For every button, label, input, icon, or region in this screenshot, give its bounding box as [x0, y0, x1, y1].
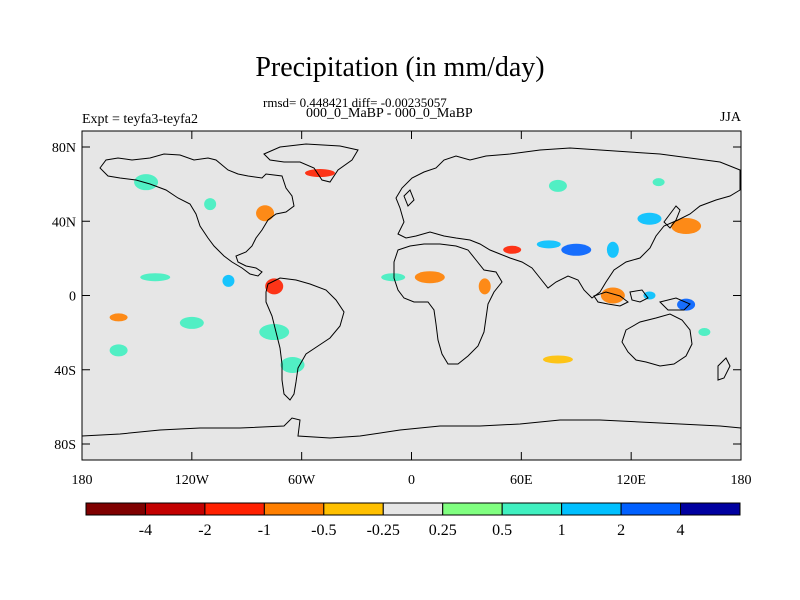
anomaly-layer [109, 169, 711, 373]
anomaly-patch [280, 356, 305, 373]
coastline-africa [393, 243, 503, 365]
anomaly-patch [652, 178, 665, 187]
colorbar-swatch [561, 502, 622, 516]
y-tick-label: 40S [54, 364, 76, 379]
x-tick-label: 60E [510, 473, 533, 488]
y-axis: 80N 40N 0 40S 80S [52, 141, 741, 453]
coastline-indonesia [593, 289, 691, 311]
anomaly-patch [643, 291, 656, 300]
map-background [82, 131, 741, 460]
anomaly-patch [414, 271, 445, 284]
y-tick-label: 80S [54, 438, 76, 453]
coastline-north-america [99, 153, 295, 277]
colorbar-label: -0.25 [367, 522, 400, 539]
coastline-eurasia [395, 147, 741, 299]
anomaly-patch [698, 328, 711, 337]
y-tick-label: 40N [52, 215, 76, 230]
anomaly-patch [140, 273, 171, 282]
y-tick-label: 0 [69, 290, 76, 305]
coastline-uk [403, 189, 415, 207]
colorbar-swatch [204, 502, 265, 516]
anomaly-patch [548, 179, 567, 192]
anomaly-patch [542, 355, 573, 364]
x-tick-label: 0 [408, 473, 415, 488]
anomaly-patch [109, 344, 128, 357]
colorbar-label: 0.25 [429, 522, 457, 539]
coastline-greenland [263, 143, 359, 183]
anomaly-patch [256, 205, 275, 222]
colorbar-label: 2 [617, 522, 625, 539]
x-tick-label: 180 [731, 473, 752, 488]
colorbar-label: -0.5 [311, 522, 336, 539]
anomaly-patch [204, 198, 217, 211]
coastline-australia [621, 313, 693, 367]
anomaly-patch [606, 241, 619, 258]
colorbar-label: -4 [139, 522, 152, 539]
anomaly-patch [222, 274, 235, 287]
colorbar-swatch [85, 502, 146, 516]
x-axis: 180 120W 60W 0 60E 120E 180 [72, 131, 752, 488]
colorbar-swatch [680, 502, 741, 516]
anomaly-patch [677, 298, 696, 311]
coastlines [82, 143, 741, 439]
x-tick-label: 120E [616, 473, 646, 488]
coastline-south-america [265, 277, 345, 401]
colorbar-label: -2 [198, 522, 211, 539]
figure-title: Precipitation (in mm/day) [255, 52, 545, 83]
anomaly-patch [561, 243, 592, 256]
colorbar-swatch [620, 502, 682, 516]
colorbar-label: 1 [558, 522, 566, 539]
anomaly-patch [109, 313, 128, 322]
colorbar-swatch [442, 502, 503, 516]
anomaly-patch [536, 240, 561, 249]
anomaly-patch [671, 218, 702, 235]
anomaly-patch [134, 174, 159, 191]
experiment-label: Expt = teyfa3-teyfa2 [82, 112, 198, 127]
period-label: 000_0_MaBP - 000_0_MaBP [306, 106, 473, 121]
anomaly-patch [381, 273, 406, 282]
anomaly-patch [637, 212, 662, 225]
colorbar-swatch [501, 502, 563, 516]
colorbar-swatch [144, 502, 206, 516]
anomaly-patch [265, 278, 284, 295]
coastline-japan [663, 205, 681, 229]
coastline-antarctica [82, 417, 741, 439]
anomaly-patch [179, 316, 204, 329]
stats-line: rmsd= 0.448421 diff= -0.00235057 [263, 95, 447, 110]
anomaly-patch [304, 169, 335, 178]
colorbar-swatch [323, 502, 384, 516]
anomaly-patch [503, 245, 522, 254]
x-tick-label: 120W [175, 473, 210, 488]
colorbar-swatch [263, 502, 325, 516]
x-tick-label: 180 [72, 473, 93, 488]
season-label: JJA [719, 110, 741, 125]
colorbar-swatch [382, 502, 444, 516]
colorbar-label: 0.5 [492, 522, 512, 539]
colorbar: -4 -2 -1 -0.5 -0.25 0.25 0.5 1 2 4 [85, 502, 741, 539]
colorbar-label: 4 [677, 522, 685, 539]
anomaly-patch [478, 278, 491, 295]
x-tick-label: 60W [288, 473, 316, 488]
anomaly-patch [600, 287, 625, 304]
colorbar-label: -1 [258, 522, 271, 539]
y-tick-label: 80N [52, 141, 76, 156]
anomaly-patch [259, 324, 290, 341]
coastline-new-zealand [717, 357, 731, 381]
